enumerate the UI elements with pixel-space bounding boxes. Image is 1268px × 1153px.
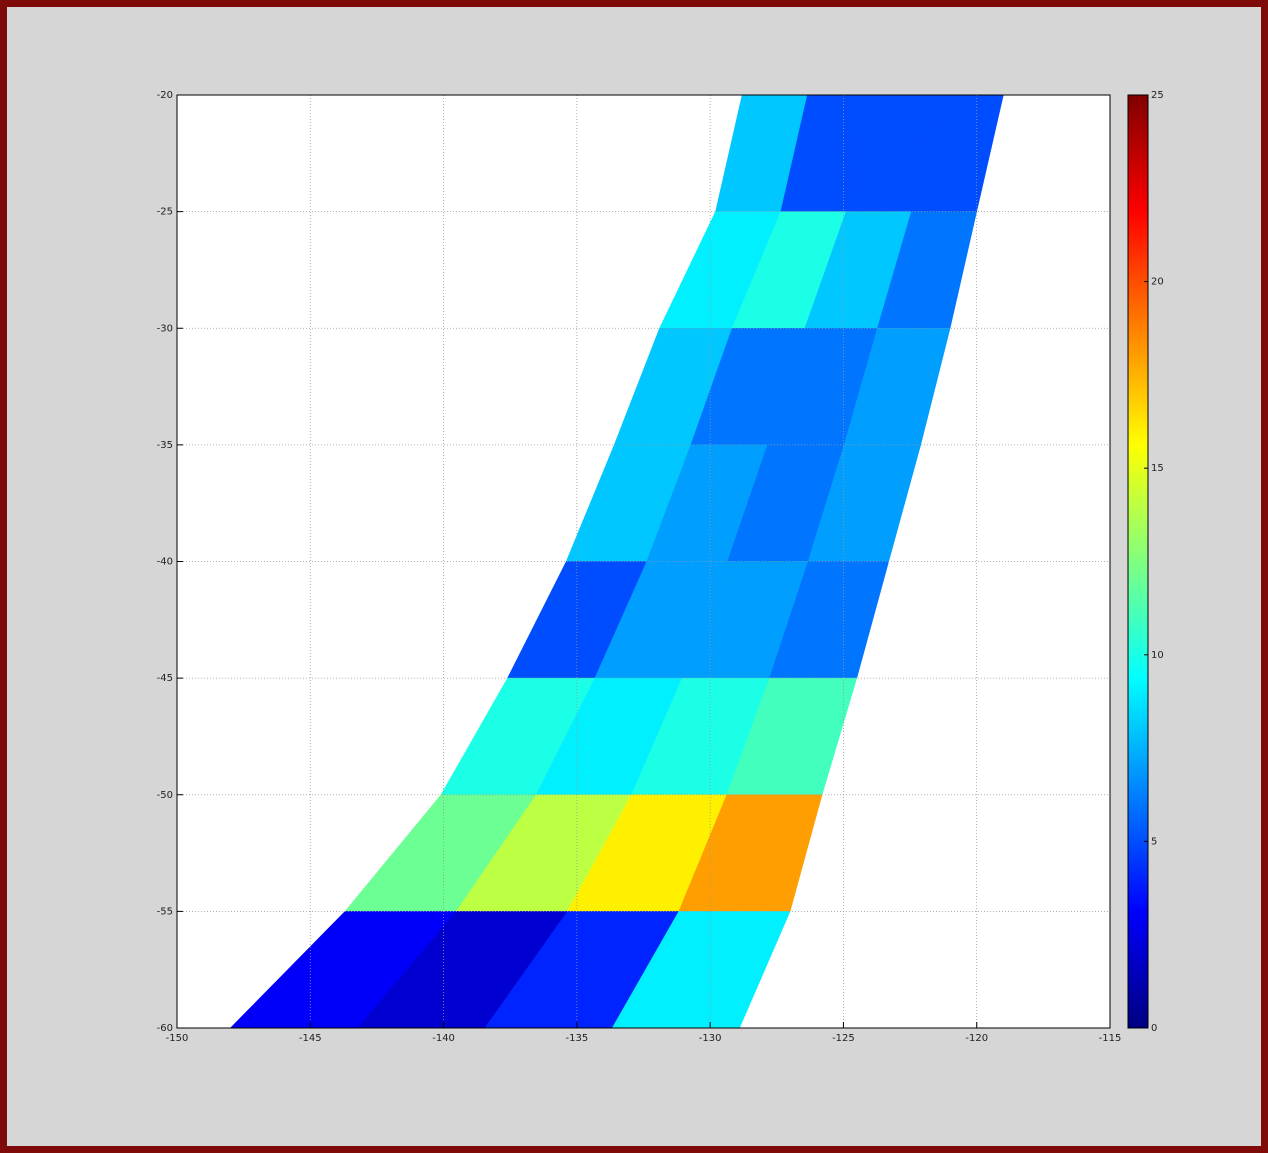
y-tick-label: -55 [157, 906, 173, 917]
y-tick-label: -35 [157, 440, 173, 451]
x-tick-label: -135 [566, 1033, 589, 1044]
colorbar-tick-label: 0 [1151, 1023, 1157, 1034]
x-tick-label: -140 [432, 1033, 455, 1044]
x-tick-label: -115 [1099, 1033, 1122, 1044]
colorbar-tick-label: 25 [1151, 90, 1164, 101]
x-tick-label: -125 [832, 1033, 855, 1044]
colorbar-tick-label: 10 [1151, 650, 1164, 661]
y-tick-label: -25 [157, 207, 173, 218]
y-tick-label: -40 [157, 557, 173, 568]
x-tick-label: -130 [699, 1033, 722, 1044]
y-tick-label: -60 [157, 1023, 173, 1034]
x-tick-label: -120 [965, 1033, 988, 1044]
x-tick-label: -150 [166, 1033, 189, 1044]
axes-box [176, 94, 1111, 1029]
colorbar-tick-label: 5 [1151, 836, 1157, 847]
colorbar-tick-label: 15 [1151, 463, 1164, 474]
colorbar [1127, 94, 1149, 1029]
y-tick-label: -30 [157, 323, 173, 334]
y-tick-label: -50 [157, 790, 173, 801]
colorbar-tick-label: 20 [1151, 277, 1164, 288]
y-tick-label: -20 [157, 90, 173, 101]
y-tick-label: -45 [157, 673, 173, 684]
x-tick-label: -145 [299, 1033, 322, 1044]
